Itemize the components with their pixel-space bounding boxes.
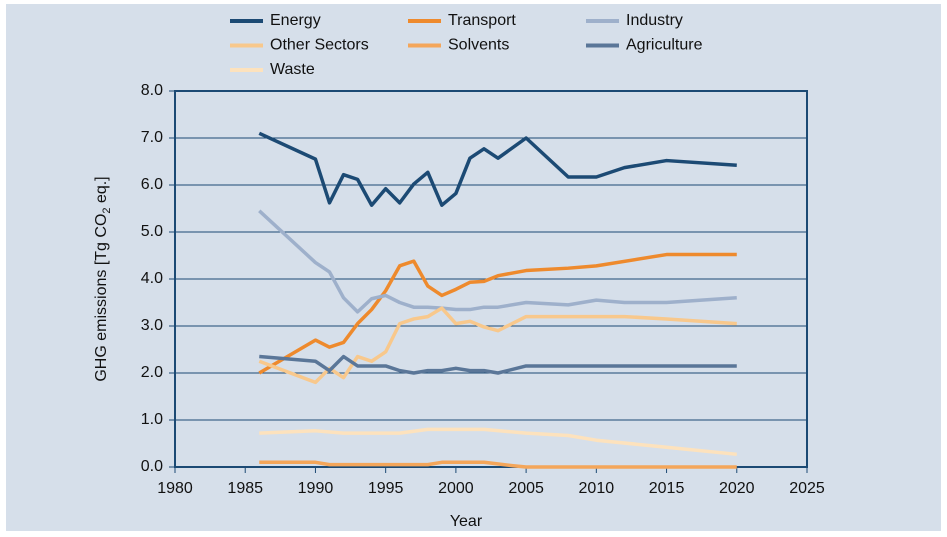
series-line (258, 131, 737, 207)
legend-label: Agriculture (626, 37, 703, 54)
y-axis-label: GHG emissions [Tg CO2 eq.] (93, 176, 113, 381)
x-axis-label: Year (450, 513, 483, 530)
legend-label: Solvents (448, 37, 509, 54)
series-line (259, 460, 737, 469)
x-tick-label: 1985 (227, 480, 263, 497)
x-tick-label: 2000 (438, 480, 474, 497)
legend-label: Transport (448, 12, 516, 29)
y-tick-label: 7.0 (141, 129, 163, 146)
series-line (259, 427, 737, 457)
x-tick-label: 1980 (157, 480, 193, 497)
y-axis-label-part: eq.] (93, 176, 110, 207)
y-tick-label: 5.0 (141, 223, 163, 240)
plot-frame (174, 90, 808, 468)
legend-label: Industry (626, 12, 683, 29)
series-line (259, 354, 737, 375)
x-tick-label: 2010 (579, 480, 615, 497)
x-tick-label: 1990 (298, 480, 334, 497)
legend-label: Waste (270, 61, 315, 78)
x-tick-label: 2005 (508, 480, 544, 497)
y-tick-label: 1.0 (141, 411, 163, 428)
series-line (258, 306, 737, 385)
legend-label: Other Sectors (270, 37, 369, 54)
y-axis-label-part: GHG emissions [Tg CO (93, 214, 110, 382)
y-tick-label: 8.0 (141, 82, 163, 99)
y-tick-label: 6.0 (141, 176, 163, 193)
legend-label: Energy (270, 12, 321, 29)
y-axis-label-sub: 2 (101, 207, 113, 213)
y-tick-label: 4.0 (141, 270, 163, 287)
x-tick-label: 2015 (649, 480, 685, 497)
series-line (258, 252, 737, 375)
y-tick-label: 3.0 (141, 317, 163, 334)
y-tick-label: 2.0 (141, 364, 163, 381)
x-tick-label: 1995 (368, 480, 404, 497)
y-tick-label: 0.0 (141, 458, 163, 475)
x-tick-label: 2020 (719, 480, 755, 497)
x-tick-label: 2025 (789, 480, 825, 497)
